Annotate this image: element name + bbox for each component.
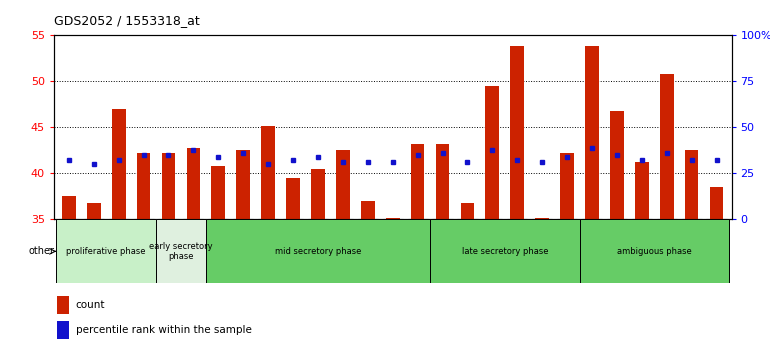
Bar bbox=[137, 153, 150, 219]
Bar bbox=[710, 187, 723, 219]
Bar bbox=[261, 126, 275, 219]
Text: late secretory phase: late secretory phase bbox=[461, 247, 548, 256]
Bar bbox=[156, 219, 206, 283]
Bar bbox=[186, 148, 200, 219]
Text: ambiguous phase: ambiguous phase bbox=[617, 247, 691, 256]
Bar bbox=[511, 46, 524, 219]
Bar bbox=[660, 74, 674, 219]
Text: percentile rank within the sample: percentile rank within the sample bbox=[75, 325, 252, 335]
Bar bbox=[57, 321, 69, 339]
Bar bbox=[610, 111, 624, 219]
Bar bbox=[162, 153, 176, 219]
Bar bbox=[386, 218, 400, 219]
Bar bbox=[87, 203, 101, 219]
Bar bbox=[57, 296, 69, 314]
Bar bbox=[460, 203, 474, 219]
Text: proliferative phase: proliferative phase bbox=[66, 247, 146, 256]
Bar bbox=[585, 46, 599, 219]
Bar bbox=[212, 166, 225, 219]
Text: mid secretory phase: mid secretory phase bbox=[275, 247, 361, 256]
Text: count: count bbox=[75, 300, 105, 310]
Bar bbox=[580, 219, 729, 283]
Bar bbox=[410, 144, 424, 219]
Bar bbox=[56, 219, 156, 283]
Bar bbox=[535, 218, 549, 219]
Bar bbox=[430, 219, 580, 283]
Bar bbox=[561, 153, 574, 219]
Text: other: other bbox=[28, 246, 54, 256]
Bar bbox=[436, 144, 450, 219]
Bar bbox=[206, 219, 430, 283]
Bar bbox=[361, 201, 375, 219]
Bar bbox=[336, 150, 350, 219]
Bar bbox=[685, 150, 698, 219]
Bar bbox=[311, 169, 325, 219]
Bar bbox=[286, 178, 300, 219]
Bar bbox=[112, 109, 126, 219]
Bar bbox=[236, 150, 250, 219]
Bar bbox=[635, 162, 648, 219]
Bar bbox=[486, 86, 499, 219]
Text: early secretory
phase: early secretory phase bbox=[149, 242, 213, 261]
Bar bbox=[62, 196, 75, 219]
Text: GDS2052 / 1553318_at: GDS2052 / 1553318_at bbox=[54, 14, 199, 27]
